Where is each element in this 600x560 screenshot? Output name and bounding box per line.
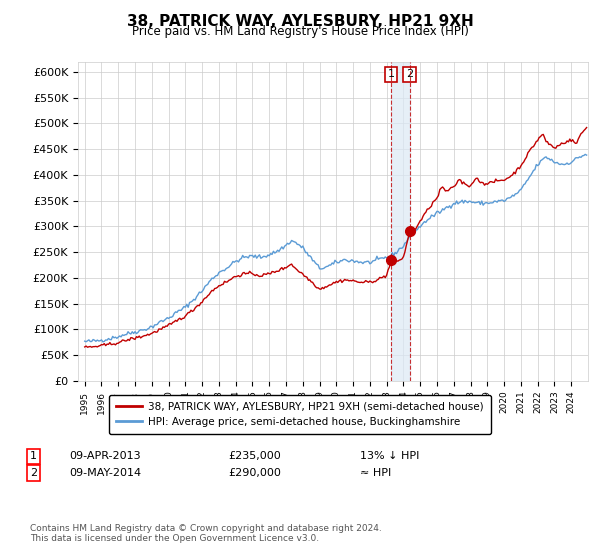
Text: 09-APR-2013: 09-APR-2013 <box>69 451 140 461</box>
Text: Contains HM Land Registry data © Crown copyright and database right 2024.
This d: Contains HM Land Registry data © Crown c… <box>30 524 382 543</box>
Text: £235,000: £235,000 <box>228 451 281 461</box>
Text: ≈ HPI: ≈ HPI <box>360 468 391 478</box>
Legend: 38, PATRICK WAY, AYLESBURY, HP21 9XH (semi-detached house), HPI: Average price, : 38, PATRICK WAY, AYLESBURY, HP21 9XH (se… <box>109 394 491 435</box>
Text: 13% ↓ HPI: 13% ↓ HPI <box>360 451 419 461</box>
Bar <box>391 62 410 381</box>
Text: 1: 1 <box>388 69 395 80</box>
Text: £290,000: £290,000 <box>228 468 281 478</box>
Text: 2: 2 <box>30 468 37 478</box>
Text: Price paid vs. HM Land Registry's House Price Index (HPI): Price paid vs. HM Land Registry's House … <box>131 25 469 38</box>
Text: 1: 1 <box>30 451 37 461</box>
Text: 09-MAY-2014: 09-MAY-2014 <box>69 468 141 478</box>
Text: 2: 2 <box>406 69 413 80</box>
Text: 38, PATRICK WAY, AYLESBURY, HP21 9XH: 38, PATRICK WAY, AYLESBURY, HP21 9XH <box>127 14 473 29</box>
